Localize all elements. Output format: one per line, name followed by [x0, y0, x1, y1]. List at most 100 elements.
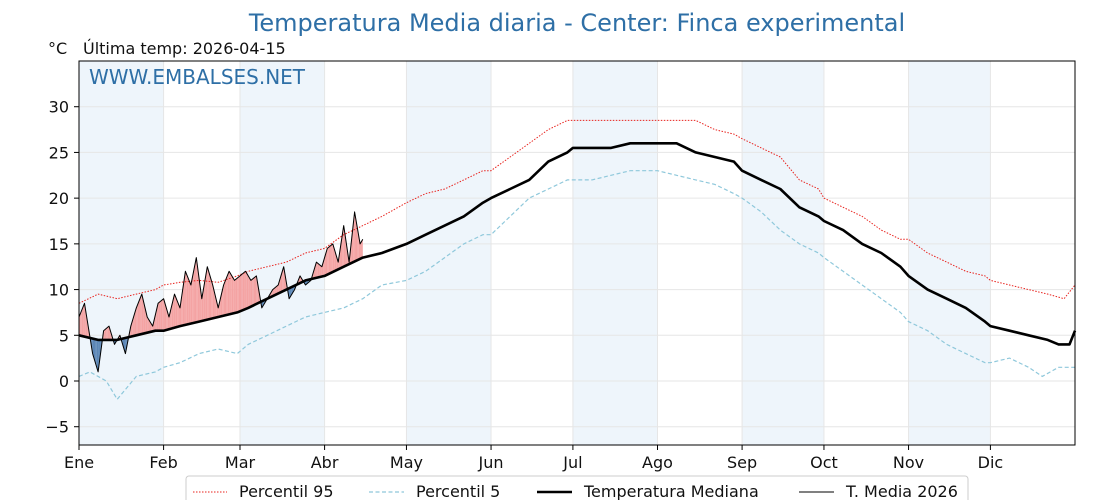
fill-above-median: [175, 297, 178, 328]
fill-above-median: [166, 307, 168, 330]
fill-above-median: [249, 278, 251, 308]
fill-above-median: [317, 263, 320, 278]
x-tick-label: Feb: [149, 453, 177, 472]
fill-above-median: [197, 267, 200, 322]
fill-above-median: [171, 299, 174, 329]
fill-above-median: [193, 264, 195, 323]
fill-above-median: [241, 273, 243, 311]
fill-above-median: [330, 245, 332, 274]
y-tick-label: 10: [49, 281, 69, 300]
fill-above-median: [141, 294, 144, 334]
fill-above-median: [214, 290, 216, 318]
legend-label-p5: Percentil 5: [416, 482, 500, 500]
fill-above-median: [275, 286, 277, 295]
y-tick-label: 0: [59, 372, 69, 391]
fill-above-median: [244, 271, 246, 310]
y-tick-label: 5: [59, 326, 69, 345]
series-lines: [78, 119, 1077, 401]
fill-above-median: [109, 326, 111, 340]
fill-above-median: [282, 266, 284, 292]
fill-above-median: [163, 298, 165, 331]
fill-above-median: [230, 273, 232, 315]
month-band: [79, 61, 164, 445]
fill-above-median: [216, 302, 219, 318]
fill-above-median: [164, 303, 167, 331]
fill-above-median: [361, 239, 363, 259]
plot-frame: [78, 60, 1076, 446]
fill-above-median: [173, 294, 175, 329]
fill-above-median: [185, 271, 187, 325]
fill-above-median: [331, 243, 333, 273]
legend-box: [185, 475, 969, 500]
x-tick-label: Ene: [64, 453, 94, 472]
y-tick-label: 25: [49, 143, 69, 162]
fill-below-median: [96, 339, 99, 372]
x-axis: Ene Feb Mar Abr May Jun Jul Ago Sep Oct Nov Dic: [64, 445, 1003, 472]
fill-above-median: [226, 274, 228, 316]
watermark: WWW.EMBALSES.NET: [89, 65, 306, 89]
fill-above-median: [196, 257, 198, 323]
fill-above-median: [156, 303, 159, 331]
x-tick-label: Oct: [810, 453, 838, 472]
fill-above-median: [360, 241, 362, 259]
fill-above-median: [106, 327, 108, 340]
fill-above-median: [246, 273, 249, 309]
fill-above-median: [342, 225, 344, 268]
fill-above-median: [248, 275, 250, 308]
fill-above-median: [194, 257, 197, 323]
fill-above-median: [154, 314, 156, 332]
line-mediana: [78, 142, 1077, 346]
fill-above-median: [316, 262, 318, 278]
fill-above-median: [188, 278, 190, 325]
fill-above-median: [136, 304, 138, 336]
fill-above-median: [255, 275, 257, 305]
fill-above-median: [212, 285, 215, 319]
fill-above-median: [208, 271, 210, 320]
month-band: [406, 61, 492, 445]
fill-above-median: [189, 281, 191, 324]
legend-label-median: Temperatura Mediana: [583, 482, 759, 500]
fill-above-median: [233, 278, 235, 314]
y-axis-unit: °C: [48, 39, 67, 58]
fill-above-median: [177, 301, 179, 327]
fill-below-median: [289, 287, 291, 299]
grid-lines: [78, 61, 1075, 445]
fill-above-median: [159, 301, 161, 331]
y-tick-label: 15: [49, 235, 69, 254]
fill-above-median: [205, 266, 208, 320]
fill-above-median: [252, 278, 254, 306]
fill-above-median: [162, 298, 164, 331]
fill-above-median: [274, 287, 276, 296]
fill-above-median: [235, 278, 238, 313]
fill-above-median: [140, 294, 142, 335]
legend: Percentil 95 Percentil 5 Temperatura Med…: [185, 475, 969, 500]
fill-above-median: [144, 305, 146, 334]
fill-above-median: [229, 271, 231, 315]
y-tick-label: 30: [49, 98, 69, 117]
fill-above-median: [339, 243, 341, 269]
fill-above-median: [355, 219, 358, 261]
fill-above-median: [320, 265, 322, 277]
fill-above-median: [203, 282, 205, 321]
fill-above-median: [239, 274, 242, 312]
y-axis: −5 0 5 10 15 20 25 30: [45, 98, 79, 437]
fill-above-median: [158, 302, 160, 331]
legend-label-current: T. Media 2026: [845, 482, 958, 500]
fill-above-median: [143, 299, 145, 334]
fill-above-median: [327, 247, 329, 275]
x-tick-label: Jun: [478, 453, 504, 472]
fill-above-median: [332, 243, 335, 272]
anomaly-fills: [79, 211, 363, 372]
fill-above-median: [245, 271, 247, 309]
month-band: [239, 61, 325, 445]
fill-above-median: [160, 299, 163, 331]
fill-above-median: [325, 248, 328, 276]
fill-above-median: [184, 271, 186, 326]
x-tick-label: Nov: [893, 453, 924, 472]
fill-above-median: [222, 285, 224, 317]
y-tick-label: 20: [49, 189, 69, 208]
fill-above-median: [104, 328, 107, 340]
x-tick-label: May: [390, 453, 423, 472]
fill-above-median: [139, 297, 141, 335]
fill-above-median: [224, 278, 227, 316]
